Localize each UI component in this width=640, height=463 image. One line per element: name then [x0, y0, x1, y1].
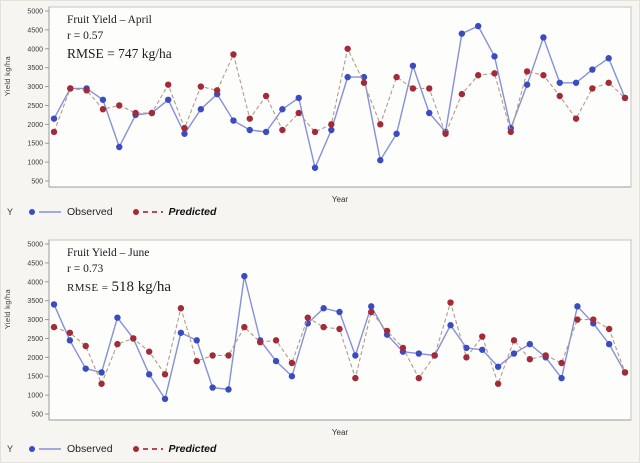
june-plot-area: 500 1000 1500 2000 2500 3000 3500 4000 4500 5000 — [27, 239, 632, 421]
june-title-block: Fruit Yield – June r = 0.73 RMSE = 518 k… — [67, 245, 171, 298]
june-legend: Y Observed Predicted — [7, 443, 234, 455]
legend-item-observed: Observed — [27, 443, 113, 455]
svg-text:500: 500 — [31, 412, 43, 419]
svg-text:4500: 4500 — [27, 260, 43, 267]
chart-panel-april: 500 1000 1500 2000 2500 3000 3500 4000 4500 5000 … — [1, 1, 639, 232]
rmse-value: 747 kg/ha — [118, 46, 172, 61]
svg-text:1000: 1000 — [27, 393, 43, 400]
observed-marker-icon — [29, 209, 62, 215]
svg-text:1500: 1500 — [27, 141, 43, 148]
legend-item-observed: Observed — [27, 206, 113, 218]
chart-panel-june: 500 1000 1500 2000 2500 3000 3500 4000 4500 5000 … — [1, 234, 639, 462]
april-plot-area: 500 1000 1500 2000 2500 3000 3500 4000 4500 5000 — [27, 6, 632, 188]
svg-text:4500: 4500 — [27, 27, 43, 34]
correlation-label: r = 0.57 — [67, 30, 104, 42]
svg-text:3000: 3000 — [27, 84, 43, 91]
svg-text:4000: 4000 — [27, 279, 43, 286]
x-axis-title: Year — [331, 195, 349, 204]
rmse-value: 518 kg/ha — [111, 279, 172, 295]
legend-item-predicted: Predicted — [131, 443, 217, 455]
predicted-marker-icon — [132, 446, 163, 452]
svg-text:5000: 5000 — [27, 242, 43, 249]
x-axis-title: Year — [331, 428, 349, 437]
chart-title: Fruit Yield – June — [67, 247, 150, 259]
observed-label: Observed — [67, 206, 113, 218]
observed-label: Observed — [67, 443, 113, 455]
svg-text:2000: 2000 — [27, 355, 43, 362]
svg-text:4000: 4000 — [27, 46, 43, 53]
rmse-label: RMSE = 518 kg/ha — [67, 277, 171, 298]
predicted-marker-icon — [132, 209, 163, 215]
predicted-label: Predicted — [168, 206, 217, 218]
y-axis-title: Yield kg/ha — [3, 56, 12, 97]
svg-text:1500: 1500 — [27, 374, 43, 381]
svg-text:2500: 2500 — [27, 336, 43, 343]
correlation-label: r = 0.73 — [67, 263, 104, 275]
chart-title: Fruit Yield – April — [67, 14, 152, 26]
april-legend: Y Observed Predicted — [7, 206, 234, 218]
legend-axis-letter: Y — [7, 207, 14, 217]
predicted-label: Predicted — [168, 443, 217, 455]
legend-item-predicted: Predicted — [131, 206, 217, 218]
legend-axis-letter: Y — [7, 444, 14, 454]
svg-text:5000: 5000 — [27, 9, 43, 16]
rmse-prefix: RMSE = — [67, 46, 119, 61]
y-axis-title: Yield kg/ha — [3, 289, 12, 330]
svg-text:500: 500 — [31, 179, 43, 186]
svg-text:1000: 1000 — [27, 160, 43, 167]
april-title-block: Fruit Yield – April r = 0.57 RMSE = 747 … — [67, 12, 172, 63]
observed-marker-icon — [29, 446, 62, 452]
svg-text:3500: 3500 — [27, 65, 43, 72]
svg-text:2000: 2000 — [27, 122, 43, 129]
rmse-label: RMSE = 747 kg/ha — [67, 44, 172, 63]
svg-text:2500: 2500 — [27, 103, 43, 110]
rmse-prefix: RMSE = — [67, 282, 112, 294]
svg-text:3000: 3000 — [27, 317, 43, 324]
svg-text:3500: 3500 — [27, 298, 43, 305]
